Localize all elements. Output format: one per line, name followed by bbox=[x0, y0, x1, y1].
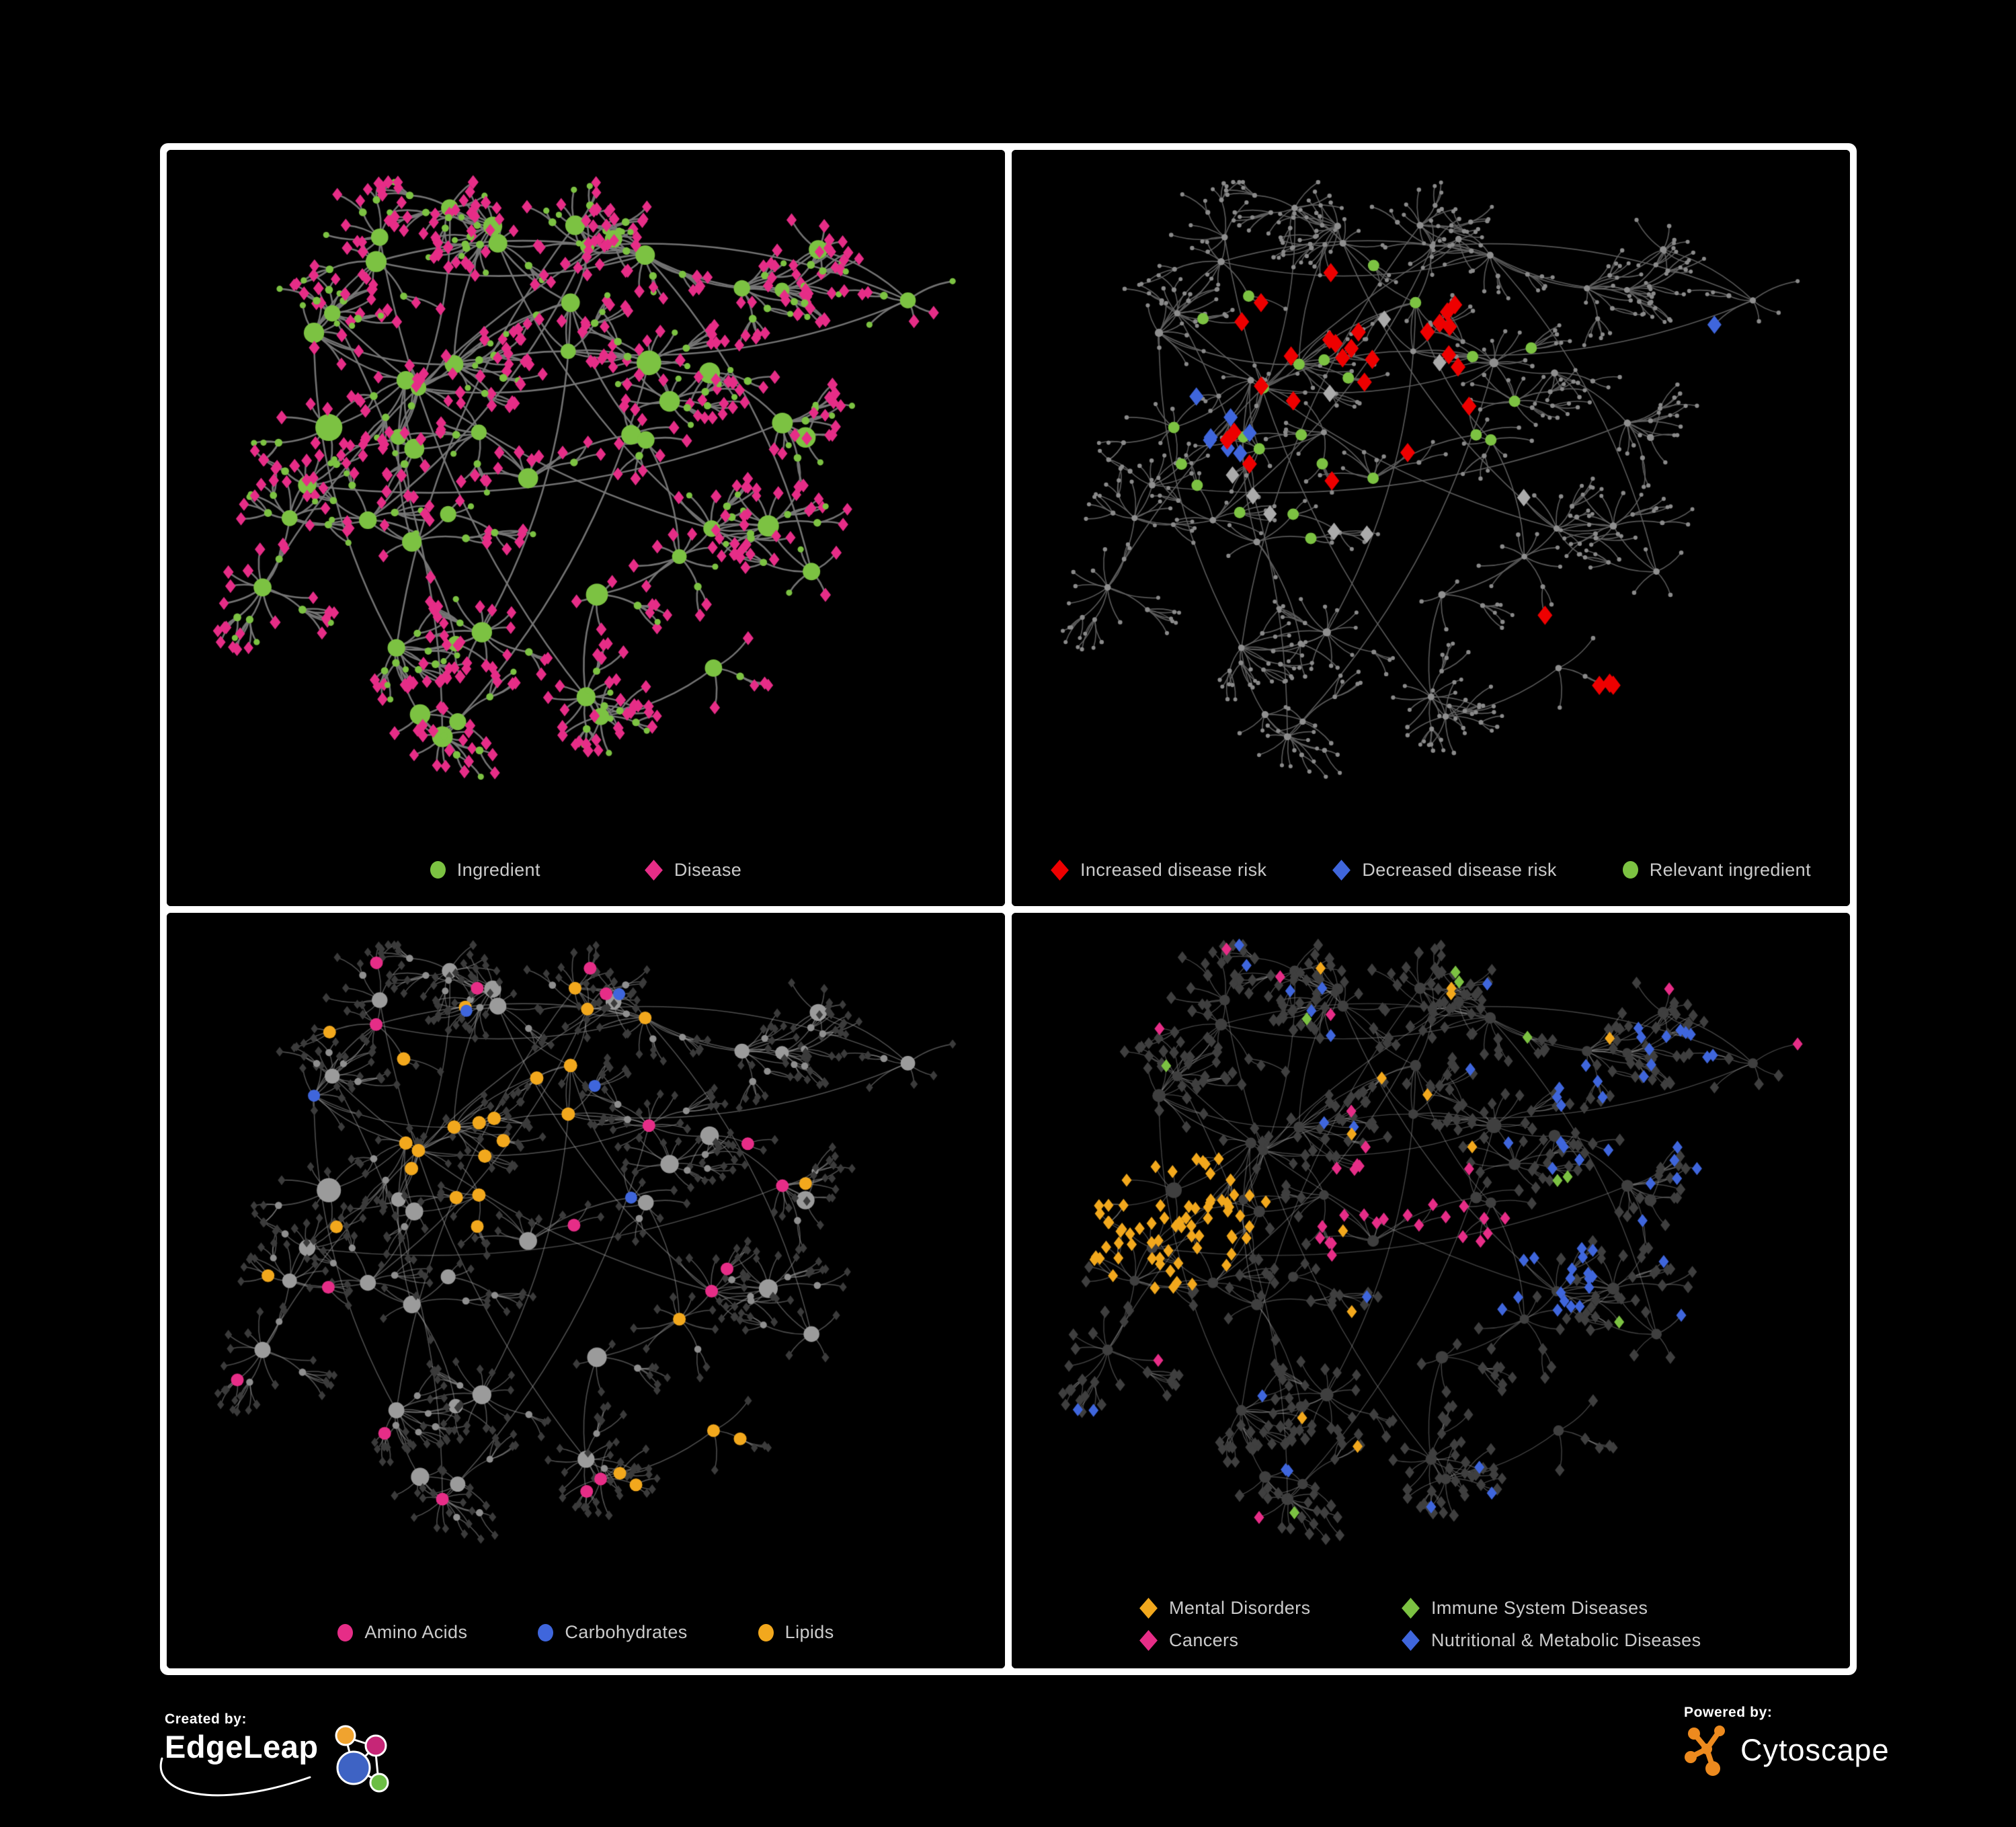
legend-item-lipids: Lipids bbox=[758, 1622, 834, 1643]
legend-label: Immune System Diseases bbox=[1431, 1598, 1648, 1618]
legend-item-disease: Disease bbox=[644, 859, 742, 881]
edgeleap-node-magenta bbox=[364, 1734, 387, 1757]
legend-label: Decreased disease risk bbox=[1362, 859, 1557, 880]
legend-label: Cancers bbox=[1169, 1630, 1239, 1650]
legend-item-carbohydrates: Carbohydrates bbox=[538, 1622, 687, 1643]
legend-label: Disease bbox=[674, 859, 742, 880]
diamond-swatch bbox=[644, 859, 663, 881]
panel-nutrient-classes: Amino Acids Carbohydrates Lipids bbox=[167, 912, 1005, 1668]
diamond-swatch bbox=[1139, 1630, 1158, 1651]
network-canvas-ingredient-disease bbox=[167, 150, 1005, 906]
powered-by-label: Powered by: bbox=[1684, 1705, 1773, 1720]
legend-item-mental-disorders: Mental Disorders bbox=[1139, 1598, 1402, 1619]
legend-label: Carbohydrates bbox=[565, 1622, 688, 1642]
created-by-label: Created by: bbox=[165, 1711, 247, 1727]
edgeleap-logo-icon bbox=[335, 1725, 389, 1793]
legend-label: Mental Disorders bbox=[1169, 1598, 1311, 1618]
diamond-swatch bbox=[1402, 1598, 1420, 1619]
legend-label: Increased disease risk bbox=[1080, 859, 1267, 880]
legend-item-ingredient: Ingredient bbox=[430, 860, 540, 881]
panel-ingredient-disease: Ingredient Disease bbox=[167, 150, 1005, 906]
diamond-swatch bbox=[1051, 859, 1069, 881]
legend-item-relevant-ingredient: Relevant ingredient bbox=[1622, 859, 1811, 881]
legend-item-amino-acids: Amino Acids bbox=[337, 1622, 467, 1643]
panels-frame: Ingredient Disease Increased disease risk… bbox=[160, 143, 1857, 1675]
network-canvas-disease-classes bbox=[1012, 912, 1850, 1668]
cytoscape-logo-icon bbox=[1685, 1726, 1725, 1776]
legend-item-cancers: Cancers bbox=[1139, 1630, 1402, 1651]
cytoscape-credit: Powered by: bbox=[1684, 1705, 1890, 1779]
circle-swatch bbox=[538, 1623, 554, 1641]
legend-item-immune-system-diseases: Immune System Diseases bbox=[1402, 1598, 1701, 1619]
legend-item-decreased-disease-risk: Decreased disease risk bbox=[1332, 860, 1556, 881]
legend-label: Lipids bbox=[784, 1622, 834, 1642]
diamond-swatch bbox=[1332, 859, 1351, 881]
legend-label: Nutritional & Metabolic Diseases bbox=[1431, 1630, 1701, 1650]
legend-item-increased-disease-risk: Increased disease risk bbox=[1051, 860, 1266, 881]
legend-label: Amino Acids bbox=[364, 1622, 468, 1642]
legend-item-nutritional-metabolic-diseases: Nutritional & Metabolic Diseases bbox=[1402, 1630, 1701, 1651]
edgeleap-node-green bbox=[369, 1773, 389, 1793]
legend-label: Ingredient bbox=[456, 859, 540, 880]
network-canvas-nutrient-classes bbox=[167, 912, 1005, 1668]
circle-swatch bbox=[430, 861, 446, 879]
diamond-swatch bbox=[1402, 1630, 1420, 1651]
circle-swatch bbox=[337, 1623, 354, 1641]
edgeleap-credit: Created by: EdgeLeap bbox=[159, 1711, 390, 1800]
circle-swatch bbox=[758, 1623, 774, 1641]
circle-swatch bbox=[1622, 861, 1638, 879]
panel-legend-nutrient-classes: Amino Acids Carbohydrates Lipids bbox=[167, 1622, 1005, 1643]
edgeleap-wordmark: EdgeLeap bbox=[165, 1729, 319, 1764]
panel-legend-ingredient-disease: Ingredient Disease bbox=[167, 860, 1005, 881]
panel-legend-disease-risk: Increased disease risk Decreased disease … bbox=[1012, 860, 1850, 881]
legend-label: Relevant ingredient bbox=[1649, 859, 1811, 880]
network-canvas-disease-risk bbox=[1012, 150, 1850, 906]
panel-disease-classes: Mental Disorders Immune System Diseases Ca… bbox=[1012, 912, 1850, 1668]
edgeleap-node-blue bbox=[336, 1750, 371, 1785]
panel-legend-disease-classes: Mental Disorders Immune System Diseases Ca… bbox=[1012, 1598, 1850, 1651]
diamond-swatch bbox=[1139, 1598, 1158, 1619]
edgeleap-node-orange bbox=[335, 1725, 356, 1746]
panel-disease-risk: Increased disease risk Decreased disease … bbox=[1012, 150, 1850, 906]
cytoscape-wordmark: Cytoscape bbox=[1740, 1733, 1890, 1767]
